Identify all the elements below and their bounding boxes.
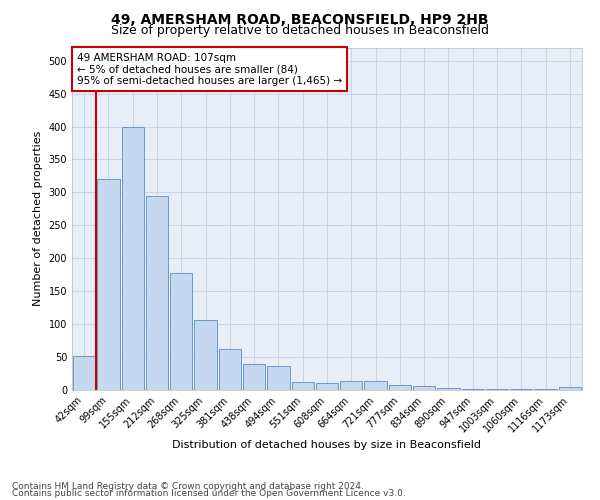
Bar [122, 126, 144, 390]
Bar [73, 356, 95, 390]
X-axis label: Distribution of detached houses by size in Beaconsfield: Distribution of detached houses by size … [173, 440, 482, 450]
Bar [267, 366, 290, 390]
Bar [170, 273, 193, 390]
Bar [316, 384, 338, 390]
Bar [340, 382, 362, 390]
Text: Contains public sector information licensed under the Open Government Licence v3: Contains public sector information licen… [12, 490, 406, 498]
Bar [292, 382, 314, 390]
Bar [559, 386, 581, 390]
Bar [364, 382, 387, 390]
Bar [243, 364, 265, 390]
Bar [194, 320, 217, 390]
Bar [437, 388, 460, 390]
Bar [389, 384, 411, 390]
Bar [146, 196, 168, 390]
Y-axis label: Number of detached properties: Number of detached properties [33, 131, 43, 306]
Text: 49, AMERSHAM ROAD, BEACONSFIELD, HP9 2HB: 49, AMERSHAM ROAD, BEACONSFIELD, HP9 2HB [111, 12, 489, 26]
Bar [461, 388, 484, 390]
Text: Size of property relative to detached houses in Beaconsfield: Size of property relative to detached ho… [111, 24, 489, 37]
Bar [97, 179, 119, 390]
Text: 49 AMERSHAM ROAD: 107sqm
← 5% of detached houses are smaller (84)
95% of semi-de: 49 AMERSHAM ROAD: 107sqm ← 5% of detache… [77, 52, 342, 86]
Bar [413, 386, 436, 390]
Text: Contains HM Land Registry data © Crown copyright and database right 2024.: Contains HM Land Registry data © Crown c… [12, 482, 364, 491]
Bar [218, 348, 241, 390]
